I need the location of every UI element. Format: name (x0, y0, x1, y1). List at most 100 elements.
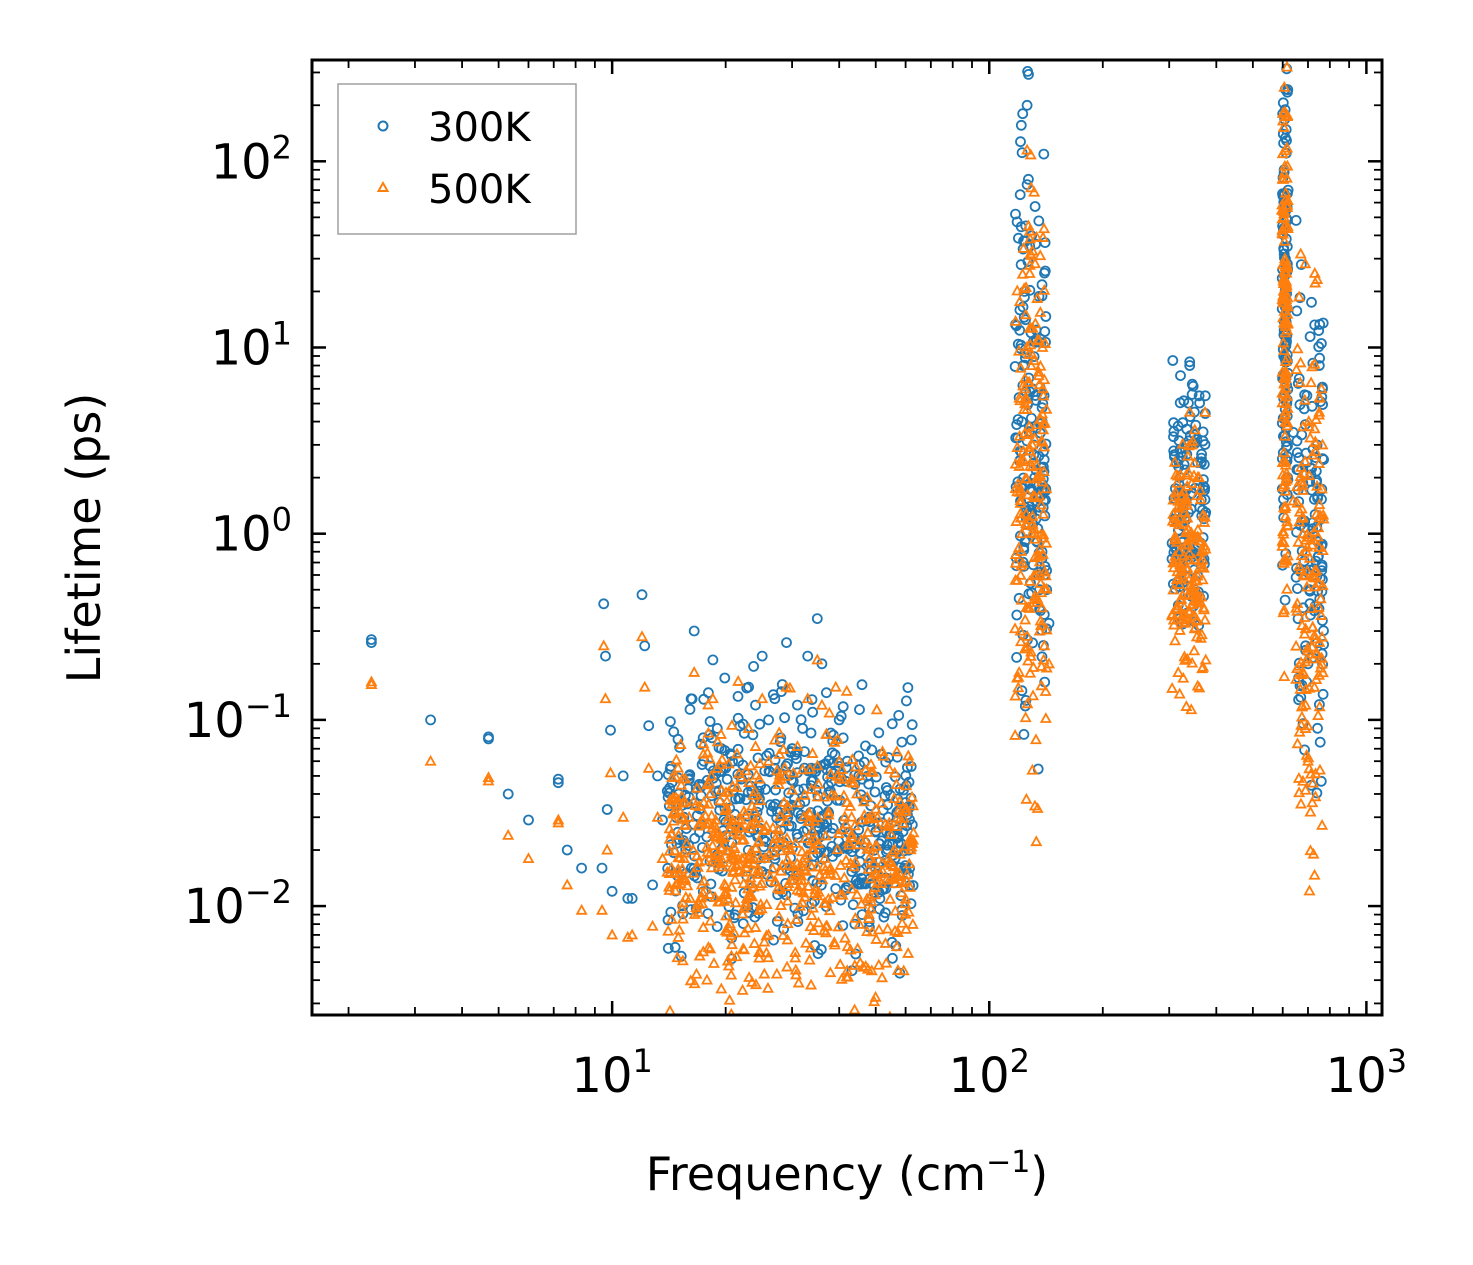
data-point-500k-cluster (695, 878, 708, 890)
data-point-500k (1197, 601, 1210, 613)
y-tick-label-base: 10 (211, 134, 272, 190)
data-point-500k-cluster (804, 941, 817, 953)
data-point-300k (622, 893, 634, 904)
data-point-500k-cluster (1012, 344, 1025, 356)
data-point-500k-cluster (1304, 431, 1317, 443)
data-point-500k-cluster (1277, 446, 1291, 458)
data-point-500k-cluster (737, 877, 750, 889)
data-point-500k-cluster (1172, 571, 1185, 583)
data-point-500k (672, 828, 685, 840)
data-point-500k-cluster (1020, 472, 1033, 484)
data-point-500k-cluster (1026, 509, 1039, 521)
data-point-500k-cluster (895, 886, 908, 898)
data-point-500k-cluster (714, 727, 728, 739)
data-point-500k-cluster (739, 899, 752, 911)
data-point-500k-cluster (726, 864, 739, 876)
data-point-500k-cluster (802, 806, 816, 818)
data-point-500k-cluster (1295, 700, 1309, 712)
data-point-500k (1035, 601, 1049, 613)
data-point-500k-cluster (1188, 423, 1201, 435)
data-point-300k-cluster (866, 744, 878, 756)
data-point-300k-cluster (1299, 389, 1310, 401)
data-point-300k (797, 723, 808, 734)
data-point-500k-cluster (703, 752, 716, 764)
data-point-500k-cluster (719, 885, 732, 897)
data-point-500k-cluster (744, 818, 757, 830)
data-point-500k-cluster (1315, 657, 1328, 669)
data-point-300k-cluster (1011, 320, 1022, 332)
y-tick-label: 101 (211, 314, 292, 376)
data-point-500k-cluster (1014, 361, 1027, 373)
data-point-500k-cluster (698, 854, 712, 866)
data-point-500k (1015, 527, 1028, 539)
data-point-300k-cluster (815, 944, 827, 955)
data-point-500k-cluster (1170, 573, 1183, 584)
data-point-500k-cluster (1308, 680, 1321, 692)
data-point-500k (1023, 267, 1036, 278)
data-point-300k-cluster (711, 921, 723, 932)
data-point-500k-cluster (789, 951, 802, 963)
data-point-500k-cluster (906, 917, 919, 929)
data-point-500k-cluster (868, 888, 881, 900)
data-point-500k-cluster (1037, 653, 1050, 665)
data-point-500k-cluster (1296, 475, 1309, 487)
data-point-500k-cluster (837, 789, 850, 801)
data-point-500k-cluster (885, 828, 898, 840)
data-point-500k-cluster (1021, 640, 1034, 652)
data-point-500k-cluster (1277, 535, 1290, 547)
data-point-500k-cluster (1038, 283, 1051, 295)
data-point-500k-cluster (1291, 737, 1304, 749)
legend-box (337, 83, 577, 235)
data-point-500k-cluster (1024, 649, 1037, 661)
data-point-500k-cluster (857, 960, 870, 972)
data-point-300k-cluster (1029, 201, 1041, 212)
data-point-300k-cluster (1167, 355, 1179, 366)
data-point-500k-cluster (1299, 783, 1312, 795)
data-point-500k-cluster (677, 846, 691, 858)
data-point-500k (1299, 698, 1312, 710)
data-point-500k-cluster (669, 805, 682, 816)
data-point-500k-cluster (1036, 341, 1049, 352)
data-point-300k-cluster (669, 941, 681, 953)
data-point-500k-cluster (746, 799, 759, 811)
data-point-500k-cluster (1174, 593, 1187, 605)
data-point-500k-cluster (722, 757, 735, 769)
data-point-500k-cluster (1309, 445, 1322, 457)
data-point-500k-cluster (1035, 498, 1048, 510)
data-point-500k-cluster (1199, 405, 1212, 417)
data-point-500k-cluster (712, 895, 725, 907)
data-point-500k-cluster (899, 907, 912, 919)
x-tick-label-base: 10 (1326, 1048, 1387, 1104)
data-point-500k-cluster (1279, 364, 1292, 376)
data-point-500k-cluster (1303, 551, 1316, 563)
data-point-500k-cluster (693, 949, 706, 961)
data-point-500k-cluster (1306, 360, 1319, 372)
data-point-300k-cluster (1312, 536, 1324, 548)
y-tick-label-exponent: 2 (272, 128, 292, 166)
data-point-500k-cluster (715, 860, 728, 872)
data-point-500k-cluster (676, 796, 690, 808)
data-point-300k (601, 804, 613, 815)
data-point-500k-cluster (870, 932, 883, 944)
data-point-500k-cluster (889, 868, 902, 880)
data-point-300k-cluster (853, 878, 865, 890)
data-point-500k-cluster (862, 907, 875, 919)
data-point-500k (1021, 143, 1034, 155)
data-point-500k (1022, 219, 1035, 231)
data-point-500k-cluster (1030, 835, 1043, 847)
data-point-500k-cluster (669, 797, 682, 809)
data-point-500k-cluster (832, 827, 845, 839)
data-point-500k-cluster (745, 852, 758, 864)
data-point-500k-cluster (758, 967, 771, 979)
data-point-500k-cluster (795, 845, 808, 857)
data-point-500k-cluster (1304, 805, 1317, 817)
data-point-500k (693, 819, 706, 831)
data-point-500k (1279, 397, 1292, 409)
data-point-500k-cluster (676, 862, 689, 874)
data-point-500k-cluster (900, 922, 913, 934)
data-point-500k-cluster (1009, 314, 1022, 326)
data-point-300k (711, 723, 723, 734)
data-point-300k-cluster (1038, 148, 1050, 160)
data-point-500k-cluster (766, 862, 779, 874)
data-point-500k-cluster (754, 851, 767, 863)
